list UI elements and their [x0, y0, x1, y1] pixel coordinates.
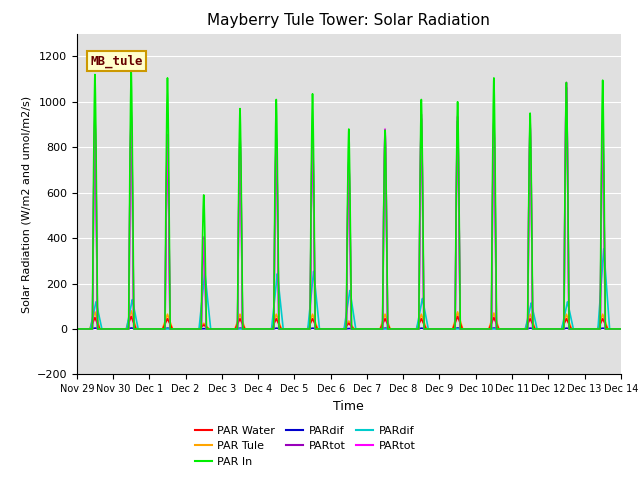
Y-axis label: Solar Radiation (W/m2 and umol/m2/s): Solar Radiation (W/m2 and umol/m2/s) [21, 96, 31, 312]
Legend: PAR Water, PAR Tule, PAR In, PARdif, PARtot, PARdif, PARtot: PAR Water, PAR Tule, PAR In, PARdif, PAR… [191, 421, 420, 471]
Title: Mayberry Tule Tower: Solar Radiation: Mayberry Tule Tower: Solar Radiation [207, 13, 490, 28]
Text: MB_tule: MB_tule [90, 54, 143, 68]
X-axis label: Time: Time [333, 400, 364, 413]
